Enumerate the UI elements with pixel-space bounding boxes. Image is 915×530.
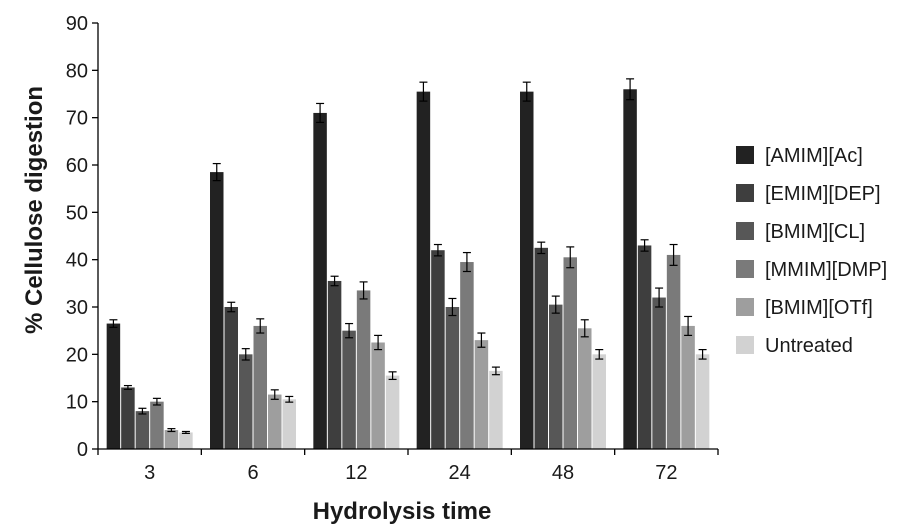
- bar: [282, 399, 296, 449]
- bar: [135, 411, 150, 449]
- bar: [520, 91, 534, 449]
- bar: [313, 112, 327, 449]
- bar: [224, 307, 238, 449]
- legend-label: [BMIM][OTf]: [765, 297, 873, 319]
- legend: [AMIM][Ac] [EMIM][DEP] [BMIM][CL] [MMIM][DM…: [736, 145, 887, 357]
- legend-swatch: [736, 222, 754, 240]
- x-axis-title: Hydrolysis time: [313, 498, 492, 525]
- legend-label: [MMIM][DMP]: [765, 259, 887, 281]
- legend-label: [BMIM][CL]: [765, 221, 865, 243]
- bar: [489, 370, 503, 449]
- bar: [666, 254, 681, 449]
- bar: [637, 245, 652, 449]
- legend-swatch: [736, 336, 754, 354]
- bar: [431, 250, 445, 449]
- bar: [681, 325, 695, 449]
- legend-swatch: [736, 146, 754, 164]
- bar: [150, 401, 164, 449]
- bar: [445, 307, 460, 449]
- x-tick-label: 24: [449, 462, 471, 484]
- y-tick-label: 60: [66, 155, 88, 177]
- legend-swatch: [736, 260, 754, 278]
- bar: [695, 354, 710, 449]
- bar: [592, 354, 606, 449]
- legend-swatch: [736, 298, 754, 316]
- bar: [239, 354, 253, 449]
- legend-label: Untreated: [765, 335, 853, 357]
- x-tick-label: 48: [552, 462, 574, 484]
- bar: [371, 342, 385, 449]
- bar: [268, 394, 282, 449]
- bar: [623, 89, 637, 450]
- bar: [164, 430, 179, 449]
- bar: [121, 387, 135, 449]
- bar: [460, 262, 474, 449]
- bar: [652, 297, 666, 449]
- bar: [578, 328, 592, 449]
- bar: [474, 340, 489, 449]
- bar: [385, 375, 400, 449]
- bar: [179, 432, 193, 449]
- x-axis: 3 6 12 24 48 72: [97, 448, 719, 484]
- x-tick-label: 3: [144, 462, 155, 484]
- bar: [210, 172, 224, 449]
- y-tick-label: 0: [77, 439, 88, 461]
- bar: [356, 290, 371, 449]
- y-tick-label: 70: [66, 108, 88, 130]
- y-tick-label: 80: [66, 60, 88, 82]
- x-tick-label: 6: [247, 462, 258, 484]
- y-tick-label: 30: [66, 297, 88, 319]
- y-tick-label: 40: [66, 250, 88, 272]
- bar: [342, 330, 356, 449]
- legend-label: [EMIM][DEP]: [765, 183, 881, 205]
- y-tick-label: 10: [66, 392, 88, 414]
- x-tick-label: 72: [655, 462, 677, 484]
- legend-label: [AMIM][Ac]: [765, 145, 863, 167]
- bar: [416, 91, 431, 449]
- y-tick-label: 20: [66, 344, 88, 366]
- plot-area: [106, 78, 710, 450]
- bar: [534, 247, 548, 449]
- bar: [327, 280, 342, 449]
- x-tick-label: 12: [345, 462, 367, 484]
- y-axis-title: % Cellulose digestion: [21, 86, 48, 334]
- y-axis: 0 10 20 30 40 50 60 70 80 90: [66, 13, 99, 461]
- y-tick-label: 50: [66, 202, 88, 224]
- bar: [563, 257, 577, 449]
- bar: [549, 304, 563, 449]
- legend-swatch: [736, 184, 754, 202]
- y-tick-label: 90: [66, 13, 88, 35]
- bar: [253, 325, 267, 449]
- bar: [106, 323, 121, 449]
